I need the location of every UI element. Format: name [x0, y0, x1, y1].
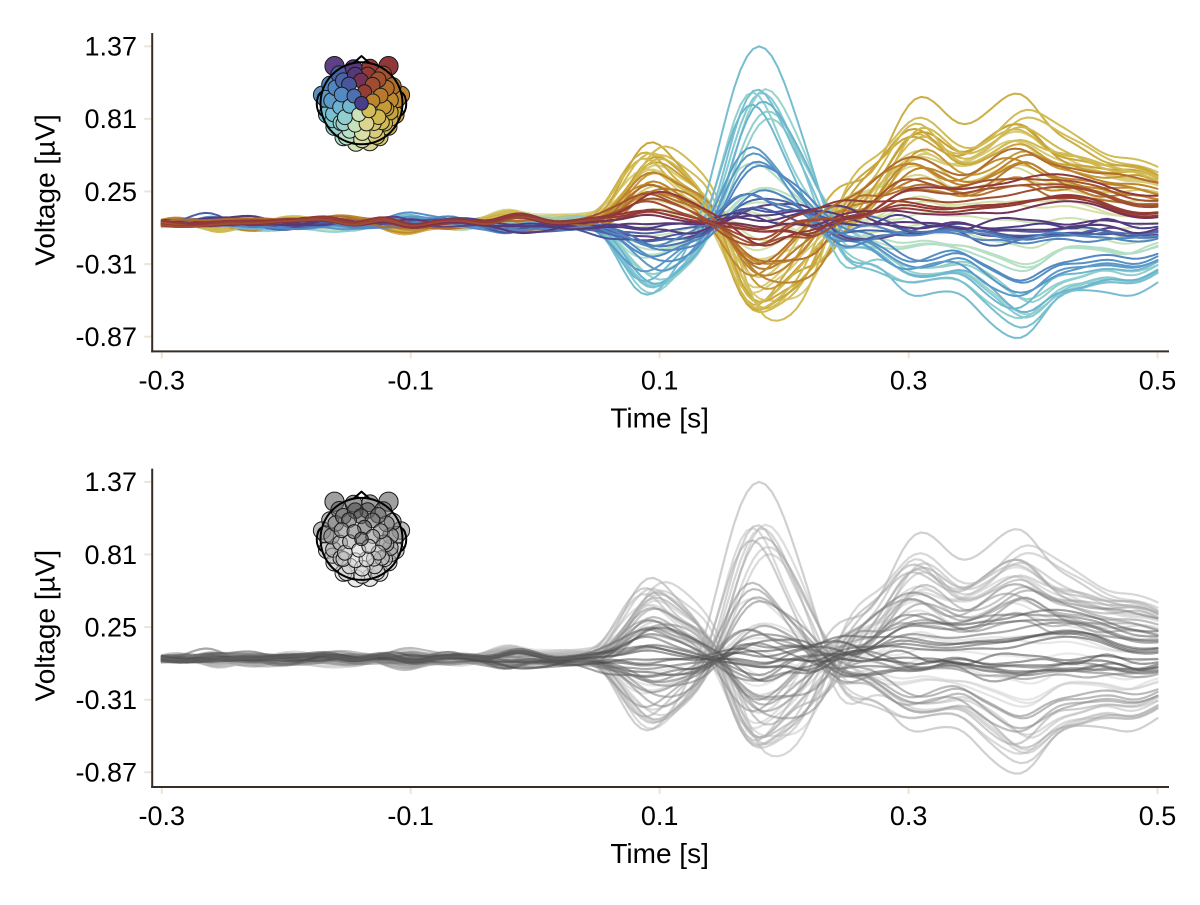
svg-text:-0.1: -0.1: [387, 801, 434, 831]
svg-text:0.81: 0.81: [84, 540, 137, 570]
svg-text:-0.87: -0.87: [75, 758, 137, 788]
svg-text:0.81: 0.81: [84, 104, 137, 134]
svg-text:Voltage [µV]: Voltage [µV]: [30, 114, 61, 266]
svg-text:0.3: 0.3: [890, 365, 928, 395]
svg-text:1.37: 1.37: [84, 32, 137, 62]
svg-text:1.37: 1.37: [84, 467, 137, 497]
svg-text:Time [s]: Time [s]: [610, 403, 709, 434]
svg-text:-0.31: -0.31: [75, 249, 137, 279]
svg-text:Time [s]: Time [s]: [610, 838, 709, 869]
svg-text:0.5: 0.5: [1139, 801, 1177, 831]
svg-text:0.25: 0.25: [84, 177, 137, 207]
svg-text:-0.1: -0.1: [387, 365, 434, 395]
svg-text:-0.3: -0.3: [139, 801, 186, 831]
svg-text:-0.31: -0.31: [75, 685, 137, 715]
svg-text:0.1: 0.1: [641, 365, 679, 395]
svg-text:0.3: 0.3: [890, 801, 928, 831]
svg-text:-0.3: -0.3: [139, 365, 186, 395]
svg-text:-0.87: -0.87: [75, 322, 137, 352]
svg-text:Voltage [µV]: Voltage [µV]: [30, 550, 61, 702]
svg-text:0.25: 0.25: [84, 612, 137, 642]
svg-text:0.5: 0.5: [1139, 365, 1177, 395]
svg-text:0.1: 0.1: [641, 801, 679, 831]
